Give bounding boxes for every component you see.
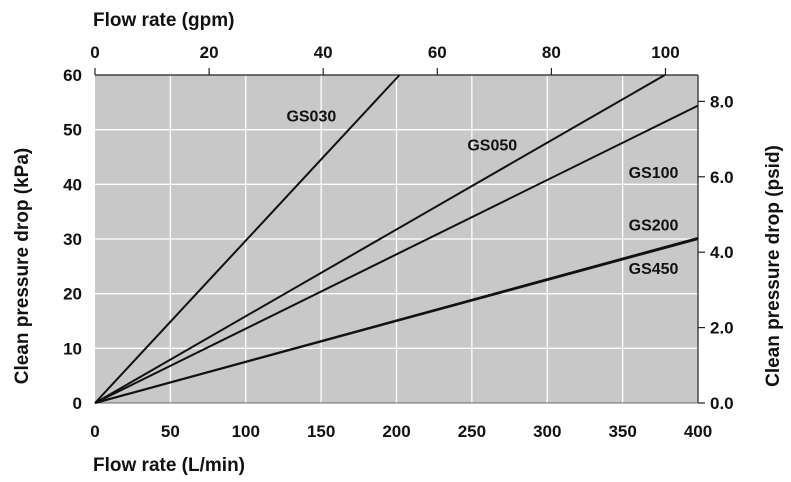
series-line-gs450	[94, 238, 699, 404]
series-label-gs100: GS100	[629, 165, 679, 182]
right-tick-label: 4.0	[710, 243, 734, 262]
top-tick-label: 20	[200, 43, 219, 62]
series-label-gs050: GS050	[467, 137, 517, 154]
right-tick-label: 8.0	[710, 92, 734, 111]
series-label-gs450: GS450	[629, 261, 679, 278]
right-y-axis-title: Clean pressure drop (psid)	[763, 145, 784, 387]
y-tick-label: 0	[73, 394, 82, 413]
right-tick-label: 2.0	[710, 319, 734, 338]
x-tick-label: 150	[307, 422, 335, 441]
series-line-gs050	[94, 74, 666, 404]
ticks: 0 50 100 150 200 250 300 350 400 0 10 20 30 40 50 60 0 20…	[63, 43, 734, 441]
y-tick-label: 30	[63, 230, 82, 249]
series-label-gs200: GS200	[629, 217, 679, 234]
y-tick-label: 20	[63, 285, 82, 304]
series-line-gs100	[94, 104, 699, 404]
y-tick-label: 50	[63, 121, 82, 140]
right-tick-label: 0.0	[710, 394, 734, 413]
y-tick-label: 10	[63, 339, 82, 358]
x-tick-label: 200	[382, 422, 410, 441]
x-tick-label: 100	[232, 422, 260, 441]
right-tick-label: 6.0	[710, 168, 734, 187]
left-y-axis-title: Clean pressure drop (kPa)	[12, 148, 33, 385]
x-tick-label: 300	[533, 422, 561, 441]
top-tick-label: 40	[314, 43, 333, 62]
y-tick-label: 40	[63, 175, 82, 194]
bottom-x-axis-title: Flow rate (L/min)	[93, 455, 245, 476]
x-tick-label: 50	[161, 422, 180, 441]
top-tick-label: 0	[90, 43, 99, 62]
y-tick-label: 60	[63, 66, 82, 85]
top-tick-label: 60	[428, 43, 447, 62]
series-lines	[94, 74, 699, 404]
series-labels: GS030 GS050 GS100 GS200 GS450	[286, 108, 678, 278]
x-tick-label: 0	[90, 422, 99, 441]
series-line-gs030	[94, 74, 401, 404]
x-tick-label: 400	[684, 422, 712, 441]
x-tick-label: 250	[458, 422, 486, 441]
top-tick-label: 100	[651, 43, 679, 62]
x-tick-label: 350	[608, 422, 636, 441]
top-x-axis-title: Flow rate (gpm)	[93, 10, 234, 31]
top-tick-label: 80	[542, 43, 561, 62]
series-label-gs030: GS030	[286, 108, 336, 125]
